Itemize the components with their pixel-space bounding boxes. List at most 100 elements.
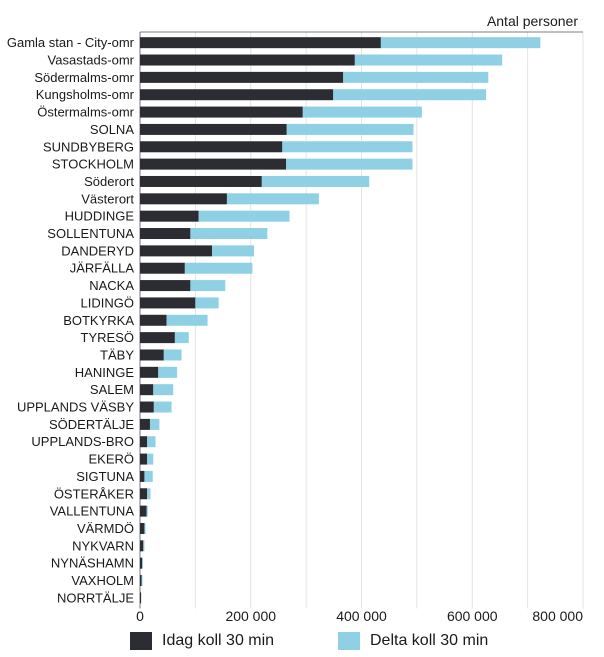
bar-delta-västerort xyxy=(226,193,319,205)
x-tick-label: 800 000 xyxy=(532,608,583,624)
bar-idag-lidingö xyxy=(140,297,196,309)
bar-delta-östermalms-omr xyxy=(302,106,422,118)
bar-idag-östermalms-omr xyxy=(140,106,303,118)
bar-idag-haninge xyxy=(140,366,159,378)
bar-idag-vasastads-omr xyxy=(140,54,355,66)
category-label-vaxholm: VAXHOLM xyxy=(71,573,134,588)
bar-idag-solna xyxy=(140,123,287,135)
category-label-danderyd: DANDERYD xyxy=(61,243,134,258)
category-label-norrtälje: NORRTÄLJE xyxy=(57,590,134,605)
category-label-gamla-stan-city-omr: Gamla stan - City-omr xyxy=(7,35,135,50)
bar-idag-botkyrka xyxy=(140,314,167,326)
category-label-nacka: NACKA xyxy=(89,278,134,293)
category-label-haninge: HANINGE xyxy=(75,365,135,380)
bar-delta-gamla-stan-city-omr xyxy=(380,37,541,49)
category-label-lidingö: LIDINGÖ xyxy=(81,295,134,310)
category-label-stockholm: STOCKHOLM xyxy=(52,157,134,172)
category-label-tyresö: TYRESÖ xyxy=(81,330,134,345)
bar-idag-södertälje xyxy=(140,418,150,430)
x-tick-label: 400 000 xyxy=(336,608,387,624)
bar-delta-österåker xyxy=(147,488,151,500)
bar-idag-salem xyxy=(140,384,154,396)
bar-delta-tyresö xyxy=(174,332,189,344)
x-tick-label: 600 000 xyxy=(447,608,498,624)
bar-delta-ekerö xyxy=(147,453,154,465)
bar-delta-södertälje xyxy=(149,418,160,430)
bar-idag-vaxholm xyxy=(140,575,142,587)
legend-swatch-idag xyxy=(130,632,152,650)
category-label-söderort: Söderort xyxy=(84,174,134,189)
bar-delta-stockholm xyxy=(286,158,413,170)
category-label-västerort: Västerort xyxy=(81,191,134,206)
category-label-upplands-väsby: UPPLANDS VÄSBY xyxy=(17,400,134,415)
bar-idag-upplands-väsby xyxy=(140,401,154,413)
bar-idag-österåker xyxy=(140,488,148,500)
category-label-österåker: ÖSTERÅKER xyxy=(54,486,134,501)
bar-idag-kungsholms-omr xyxy=(140,89,334,101)
bar-idag-värmdö xyxy=(140,522,145,534)
category-label-östermalms-omr: Östermalms-omr xyxy=(37,105,134,120)
bar-delta-nykvarn xyxy=(143,540,145,552)
bar-delta-vaxholm xyxy=(141,575,143,587)
category-label-upplands-bro: UPPLANDS-BRO xyxy=(31,434,134,449)
bar-idag-vallentuna xyxy=(140,505,147,517)
category-label-täby: TÄBY xyxy=(100,347,134,362)
bar-delta-upplands-bro xyxy=(147,436,156,448)
legend-label-delta: Delta koll 30 min xyxy=(370,632,489,649)
category-label-sollentuna: SOLLENTUNA xyxy=(47,226,134,241)
category-label-botkyrka: BOTKYRKA xyxy=(63,313,134,328)
bar-delta-söderort xyxy=(261,175,370,187)
bar-delta-nacka xyxy=(190,280,226,292)
category-label-järfälla: JÄRFÄLLA xyxy=(70,261,135,276)
category-label-ekerö: EKERÖ xyxy=(88,452,134,467)
bar-idag-danderyd xyxy=(140,245,212,257)
bar-delta-huddinge xyxy=(198,210,290,222)
bar-idag-ekerö xyxy=(140,453,148,465)
bar-idag-gamla-stan-city-omr xyxy=(140,37,381,49)
bar-delta-danderyd xyxy=(211,245,255,257)
legend-swatch-delta xyxy=(338,632,360,650)
x-tick-label: 0 xyxy=(136,608,144,624)
bar-idag-täby xyxy=(140,349,164,361)
category-label-sigtuna: SIGTUNA xyxy=(76,469,134,484)
bar-delta-salem xyxy=(153,384,174,396)
bar-delta-upplands-väsby xyxy=(153,401,172,413)
unit-label: Antal personer xyxy=(487,13,578,29)
category-label-nynäshamn: NYNÄSHAMN xyxy=(51,556,134,571)
bar-idag-norrtälje xyxy=(140,592,142,604)
bar-idag-nacka xyxy=(140,280,191,292)
bar-idag-söderort xyxy=(140,175,262,187)
bar-idag-södermalms-omr xyxy=(140,71,344,83)
bar-delta-kungsholms-omr xyxy=(333,89,487,101)
legend-item-delta: Delta koll 30 min xyxy=(338,632,488,650)
category-label-salem: SALEM xyxy=(90,382,134,397)
bar-delta-sigtuna xyxy=(144,470,153,482)
legend-label-idag: Idag koll 30 min xyxy=(162,632,275,649)
bar-idag-sollentuna xyxy=(140,228,191,240)
category-label-kungsholms-omr: Kungsholms-omr xyxy=(36,87,135,102)
category-label-huddinge: HUDDINGE xyxy=(65,209,135,224)
x-tick-label: 200 000 xyxy=(225,608,276,624)
category-label-solna: SOLNA xyxy=(90,122,134,137)
bar-idag-västerort xyxy=(140,193,227,205)
bar-delta-lidingö xyxy=(195,297,219,309)
bar-delta-värmdö xyxy=(144,522,146,534)
category-label-sundbyberg: SUNDBYBERG xyxy=(43,139,134,154)
bar-idag-sundbyberg xyxy=(140,141,283,153)
legend-item-idag: Idag koll 30 min xyxy=(130,632,274,650)
bar-delta-vallentuna xyxy=(146,505,148,517)
bar-idag-huddinge xyxy=(140,210,199,222)
bar-delta-haninge xyxy=(158,366,178,378)
category-label-nykvarn: NYKVARN xyxy=(72,538,134,553)
bar-delta-nynäshamn xyxy=(142,557,144,569)
bar-idag-nykvarn xyxy=(140,540,144,552)
bar-delta-täby xyxy=(163,349,182,361)
x-tick-labels: 0 200 000 400 000 600 000 800 000 xyxy=(136,608,583,624)
bar-idag-upplands-bro xyxy=(140,436,148,448)
legend: Idag koll 30 min Delta koll 30 min xyxy=(0,632,604,656)
bar-delta-vasastads-omr xyxy=(354,54,503,66)
bar-delta-sollentuna xyxy=(190,228,268,240)
bar-delta-järfälla xyxy=(184,262,253,274)
category-label-södertälje: SÖDERTÄLJE xyxy=(49,417,134,432)
